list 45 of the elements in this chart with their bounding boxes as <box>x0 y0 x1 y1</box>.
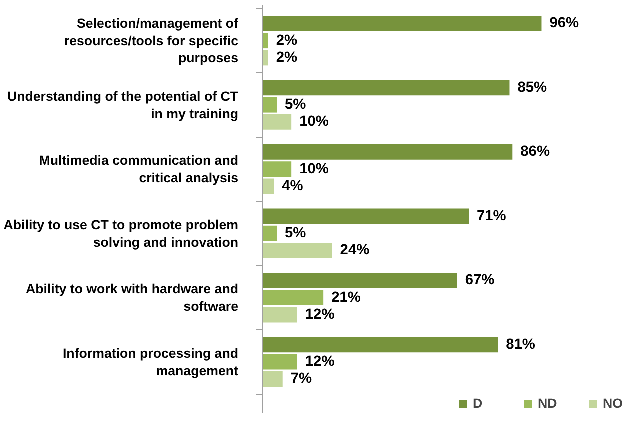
bar <box>262 80 510 96</box>
y-tick-label: Ability to work with hardware and software <box>26 282 239 314</box>
bar <box>262 290 324 306</box>
y-tick-label: Information processing and management <box>62 346 240 378</box>
bar <box>262 144 513 160</box>
data-label: 24% <box>340 242 370 259</box>
data-label: 12% <box>305 306 335 323</box>
legend-label: D <box>473 396 484 411</box>
legend-label: ND <box>538 396 558 411</box>
bar <box>262 114 292 130</box>
y-tick-label: Multimedia communication and critical analysis <box>39 153 239 186</box>
data-label: 86% <box>520 144 550 160</box>
bar <box>262 33 268 49</box>
legend-label: NO <box>603 396 623 411</box>
data-label: 71% <box>477 208 506 224</box>
bar <box>262 243 332 258</box>
data-label: 96% <box>550 16 580 32</box>
y-tick-label: Understanding of the potential of CT in my training <box>7 88 239 122</box>
bar <box>262 162 292 178</box>
y-tick-label: Selection/management of resources/tools for specific purposes <box>64 16 240 66</box>
data-label: 10% <box>300 161 329 178</box>
data-label: 5% <box>285 97 306 114</box>
data-label: 10% <box>300 114 329 130</box>
bar <box>262 372 283 387</box>
bar <box>262 337 498 353</box>
bar <box>262 226 278 242</box>
data-label: 5% <box>285 226 306 242</box>
data-label: 2% <box>276 32 298 49</box>
bar <box>262 97 278 113</box>
bar <box>262 16 542 32</box>
data-label: 81% <box>506 336 536 353</box>
data-label: 7% <box>290 371 312 388</box>
bar <box>262 178 274 194</box>
data-label: 67% <box>465 272 495 289</box>
data-label: 85% <box>518 80 548 96</box>
y-tick-label: Ability to use CT to promote problem solving and innovation <box>4 217 239 250</box>
data-label: 4% <box>282 178 304 194</box>
data-label: 2% <box>276 50 298 66</box>
bar <box>262 354 298 370</box>
bar <box>262 273 458 288</box>
bar <box>262 208 470 224</box>
data-label: 12% <box>305 354 335 370</box>
bar <box>262 50 268 66</box>
data-label: 21% <box>332 290 361 306</box>
bar <box>262 307 298 323</box>
